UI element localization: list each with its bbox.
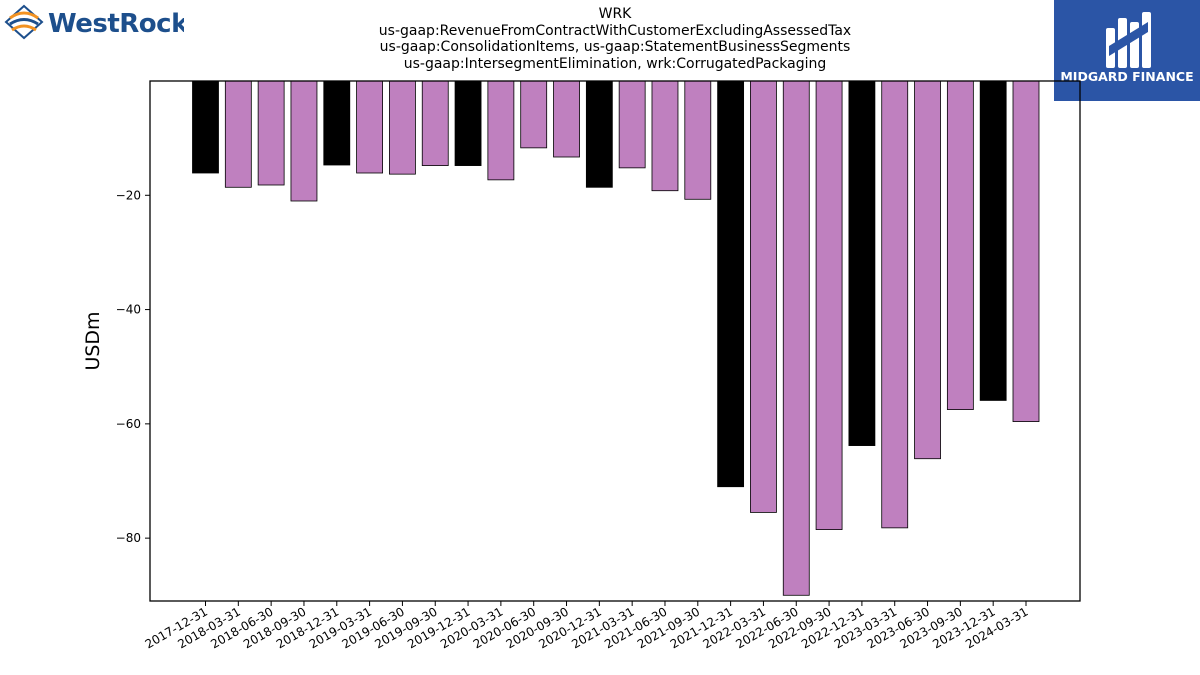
bar-2023-09-30 bbox=[946, 80, 974, 410]
y-tick-label: −40 bbox=[116, 303, 141, 317]
bar-2023-06-30 bbox=[914, 80, 941, 460]
x-axis: 2017-12-312018-03-312018-06-302018-09-30… bbox=[143, 601, 1031, 651]
bar-2022-12-31 bbox=[848, 80, 876, 446]
bar-2021-09-30 bbox=[684, 80, 712, 200]
chart-title-line: us-gaap:ConsolidationItems, us-gaap:Stat… bbox=[379, 39, 851, 55]
midgard-logo-mark-icon bbox=[1106, 12, 1151, 68]
bar-2019-12-31 bbox=[454, 80, 482, 166]
chart-title-line: WRK bbox=[598, 6, 632, 22]
bar-2021-03-31 bbox=[618, 80, 646, 169]
y-tick-label: −80 bbox=[116, 531, 141, 545]
bar-2023-12-31 bbox=[979, 80, 1007, 401]
bar-2018-03-31 bbox=[224, 80, 252, 188]
bar-2018-06-30 bbox=[257, 80, 285, 186]
chart-title-line: us-gaap:RevenueFromContractWithCustomerE… bbox=[378, 22, 852, 39]
bar-2020-12-31 bbox=[585, 80, 613, 188]
westrock-logo-text: WestRock bbox=[48, 9, 184, 39]
bar-2019-03-31 bbox=[356, 80, 384, 174]
bar-2020-09-30 bbox=[553, 80, 580, 158]
midgard-logo-text: MIDGARD FINANCE bbox=[1060, 69, 1193, 84]
bar-2023-03-31 bbox=[881, 80, 909, 529]
bar-2018-12-31 bbox=[323, 80, 351, 166]
bar-2018-09-30 bbox=[290, 80, 318, 202]
y-tick-label: −20 bbox=[116, 188, 141, 202]
bar-2021-12-31 bbox=[717, 80, 745, 488]
bar-2024-03-31 bbox=[1012, 80, 1040, 422]
westrock-logo-mark-icon bbox=[4, 4, 44, 40]
bar-2017-12-31 bbox=[192, 80, 219, 174]
bar-2019-06-30 bbox=[389, 80, 416, 175]
y-axis: −20 −40 −60 −80 bbox=[116, 188, 150, 545]
bar-2020-06-30 bbox=[520, 80, 548, 149]
bar-2022-09-30 bbox=[815, 80, 843, 530]
bar-2019-09-30 bbox=[421, 80, 449, 166]
chart-title-line: us-gaap:IntersegmentElimination, wrk:Cor… bbox=[403, 55, 827, 72]
plot-frame bbox=[149, 80, 1081, 602]
bar-2021-06-30 bbox=[651, 80, 679, 192]
westrock-logo: WestRock bbox=[4, 4, 184, 40]
chart-title: WRK us-gaap:RevenueFromContractWithCusto… bbox=[300, 6, 930, 72]
midgard-finance-logo: MIDGARD FINANCE bbox=[1054, 0, 1200, 101]
bar-2022-03-31 bbox=[750, 80, 777, 513]
bars-group bbox=[192, 80, 1040, 596]
y-axis-label: USDm bbox=[82, 311, 104, 370]
bar-2022-06-30 bbox=[782, 80, 810, 596]
bar-2020-03-31 bbox=[487, 80, 515, 181]
y-tick-label: −60 bbox=[116, 417, 141, 431]
